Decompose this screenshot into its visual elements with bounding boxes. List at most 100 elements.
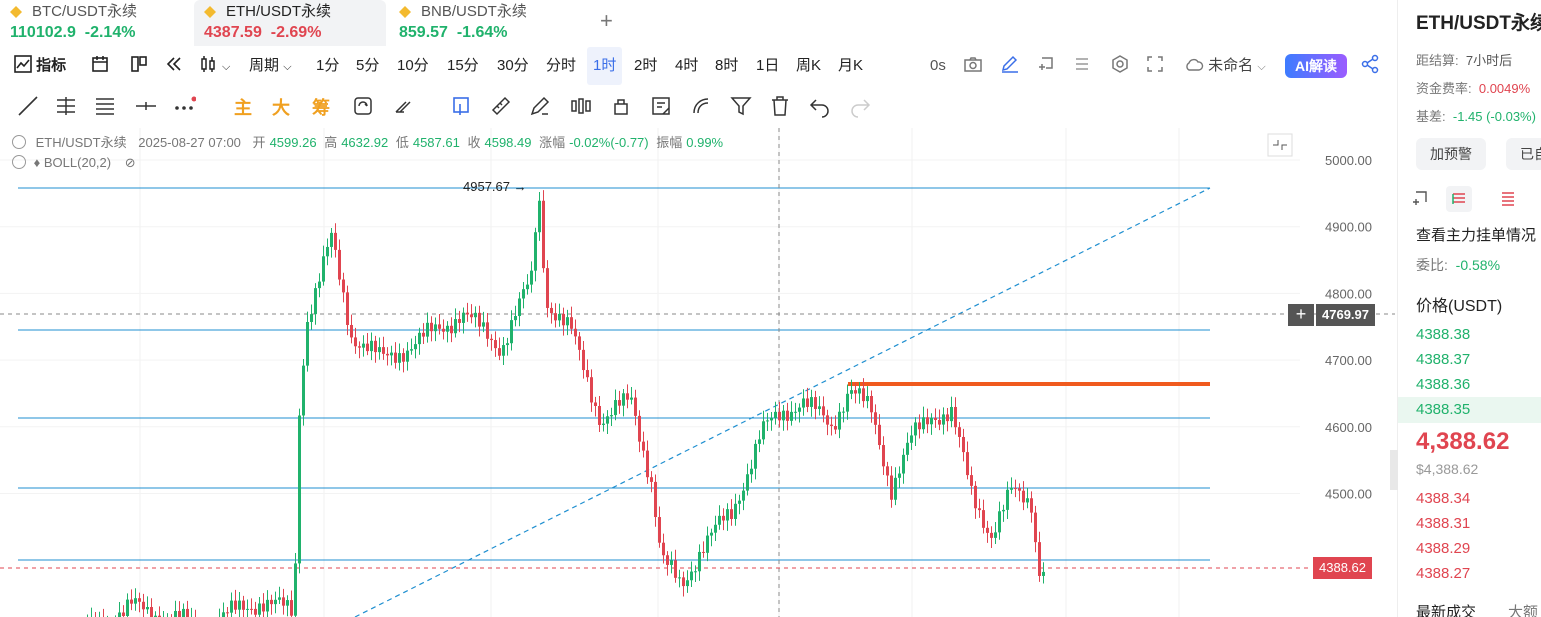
- layout-name-dropdown[interactable]: 未命名 ⌵: [1184, 47, 1266, 85]
- ai-interpret-button[interactable]: AI解读: [1285, 54, 1347, 78]
- layout-icon[interactable]: [130, 47, 148, 85]
- interval-1d[interactable]: 1日: [756, 57, 780, 74]
- interval-8h[interactable]: 8时: [715, 57, 739, 74]
- filter-icon[interactable]: [729, 94, 753, 118]
- candle: [406, 342, 409, 371]
- ruler-icon[interactable]: [489, 94, 513, 118]
- bid-price[interactable]: 4388.27: [1416, 565, 1471, 582]
- candle: [914, 417, 917, 446]
- orderbook-both-icon[interactable]: [1410, 190, 1430, 208]
- right-sidebar: ETH/USDT永续 距结算: 7小时后 资金费率: 0.0049% 基差: -…: [1397, 0, 1541, 617]
- settings-icon[interactable]: [1110, 47, 1130, 85]
- candle: [318, 273, 321, 298]
- candle: [790, 401, 793, 426]
- pattern-icon[interactable]: [569, 94, 593, 118]
- big-order-toggle[interactable]: 大: [272, 98, 290, 118]
- ask-price[interactable]: 4388.37: [1416, 351, 1471, 368]
- bnb-icon: [399, 6, 411, 18]
- interval-week[interactable]: 周K: [796, 57, 822, 74]
- add-alert-button[interactable]: 加预警: [1416, 138, 1486, 170]
- main-force-toggle[interactable]: 主: [234, 98, 252, 118]
- chip-toggle[interactable]: 筹: [312, 98, 330, 118]
- sidebar-toggle[interactable]: [1390, 450, 1398, 490]
- orderbook-bids-icon[interactable]: [1446, 186, 1472, 212]
- sidebar-title: ETH/USDT永续: [1416, 13, 1541, 34]
- candle: [222, 602, 225, 617]
- add-layout-icon[interactable]: [1036, 47, 1056, 85]
- depth-link[interactable]: 查看主力挂单情况: [1416, 227, 1537, 244]
- candle: [394, 342, 397, 369]
- candle: [458, 310, 461, 333]
- candle-type-dropdown[interactable]: ⌵: [200, 47, 230, 85]
- interval-1m[interactable]: 1分: [316, 57, 340, 74]
- eye-off-icon[interactable]: ⊘: [124, 155, 136, 170]
- fib-icon[interactable]: [93, 94, 117, 118]
- parallel-channel-icon[interactable]: [54, 94, 78, 118]
- bid-price[interactable]: 4388.34: [1416, 490, 1471, 507]
- add-alert-icon[interactable]: +: [1288, 304, 1314, 326]
- interval-30m[interactable]: 30分: [497, 57, 529, 74]
- note-icon[interactable]: [649, 94, 673, 118]
- bell-icon[interactable]: ♦: [33, 155, 41, 170]
- camera-icon[interactable]: [963, 47, 983, 85]
- candlestick-chart[interactable]: 4957.67 → 5000.00 4900.00 4800.00 4700.00 46…: [0, 128, 1395, 617]
- tab-eth[interactable]: ETH/USDT永续 4387.59 -2.69%: [194, 0, 386, 46]
- interval-10m[interactable]: 10分: [397, 57, 429, 74]
- interval-2h[interactable]: 2时: [634, 57, 658, 74]
- interval-1h[interactable]: 1时: [587, 47, 623, 85]
- chart-grid: [0, 128, 1300, 617]
- add-tab-button[interactable]: +: [600, 8, 613, 33]
- bid-price[interactable]: 4388.29: [1416, 540, 1471, 557]
- share-icon[interactable]: [1360, 47, 1380, 85]
- ask-price[interactable]: 4388.35: [1416, 401, 1471, 418]
- candle: [1026, 487, 1029, 509]
- candle: [1042, 562, 1045, 584]
- interval-4h[interactable]: 4时: [675, 57, 699, 74]
- candle: [810, 389, 813, 417]
- collapse-icon[interactable]: [1267, 133, 1293, 157]
- more-icon[interactable]: [172, 94, 196, 118]
- ask-price[interactable]: 4388.38: [1416, 326, 1471, 343]
- brush-icon[interactable]: [528, 94, 552, 118]
- high-marker: 4957.67 →: [463, 179, 527, 194]
- fullscreen-icon[interactable]: [1146, 47, 1164, 85]
- pen-icon[interactable]: [1000, 47, 1020, 85]
- alert-list-button[interactable]: 已自: [1506, 138, 1541, 170]
- large-trades-tab[interactable]: 大额: [1508, 604, 1539, 617]
- orderbook-asks-icon[interactable]: [1498, 190, 1518, 208]
- candle: [374, 335, 377, 363]
- replay-icon[interactable]: [165, 47, 183, 85]
- interval-month[interactable]: 月K: [838, 57, 864, 74]
- interval-15m[interactable]: 15分: [447, 57, 479, 74]
- interval-timeshare[interactable]: 分时: [546, 57, 577, 74]
- candle: [882, 436, 885, 476]
- interval-5m[interactable]: 5分: [356, 57, 380, 74]
- horizontal-line-icon[interactable]: [134, 94, 158, 118]
- ask-price[interactable]: 4388.36: [1416, 376, 1471, 393]
- price-axis: 5000.00 4900.00 4800.00 4700.00 4600.00 4500.…: [1325, 153, 1372, 502]
- indicators-button[interactable]: 指标: [14, 47, 66, 85]
- collapse-indicator-icon[interactable]: [12, 155, 26, 169]
- trend-line-icon[interactable]: [16, 94, 40, 118]
- calendar-icon[interactable]: [91, 47, 109, 85]
- candle: [806, 387, 809, 413]
- magnet-icon[interactable]: [392, 94, 416, 118]
- period-dropdown[interactable]: 周期 ⌵: [249, 57, 292, 74]
- candle: [774, 401, 777, 425]
- trash-icon[interactable]: [768, 94, 792, 118]
- chart-toolbar: 指标 ⌵ 周期 ⌵ 1分 5分 10分 15分 30分 分时 1时 2时 4时 …: [0, 47, 1395, 85]
- list-icon[interactable]: [1073, 47, 1091, 85]
- select-icon[interactable]: [450, 94, 474, 118]
- tab-bnb[interactable]: BNB/USDT永续 859.57 -1.64%: [389, 0, 579, 46]
- bid-price[interactable]: 4388.31: [1416, 515, 1471, 532]
- eraser-icon[interactable]: [689, 94, 713, 118]
- candle: [786, 402, 789, 431]
- lock-icon[interactable]: [609, 94, 633, 118]
- redo-icon[interactable]: [848, 94, 872, 118]
- undo-icon[interactable]: [808, 94, 832, 118]
- tab-btc[interactable]: BTC/USDT永续 110102.9 -2.14%: [0, 0, 190, 46]
- collapse-legend-icon[interactable]: [12, 135, 26, 149]
- candle: [566, 309, 569, 336]
- latest-trades-tab[interactable]: 最新成交: [1416, 604, 1477, 617]
- sync-icon[interactable]: [351, 94, 375, 118]
